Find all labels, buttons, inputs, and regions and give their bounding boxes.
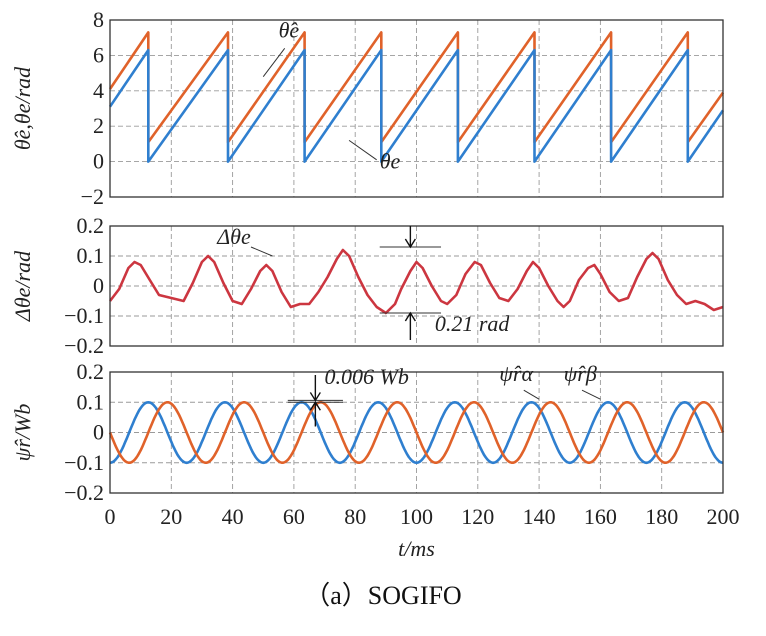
leader-line — [523, 389, 540, 400]
series-group — [108, 31, 725, 163]
y-axis-label-error: Δθe/rad — [10, 250, 35, 322]
arrow-down — [404, 226, 416, 249]
y-tick-label: 6 — [93, 42, 104, 67]
grid — [110, 226, 723, 346]
figure-caption: （a）SOGIFO — [304, 581, 461, 610]
series-line — [108, 401, 725, 464]
x-tick-label: 140 — [523, 504, 556, 529]
y-tick-label: −0.1 — [64, 303, 104, 328]
panel-error: 0.2 0.1 0 −0.1 −0.2 Δθe/rad Δθe 0.21 rad — [10, 213, 724, 358]
x-tick-label: 40 — [222, 504, 244, 529]
plot-frame — [109, 371, 724, 494]
y-tick-label: −0.2 — [64, 333, 104, 358]
x-tick-label: 100 — [400, 504, 433, 529]
series-line — [108, 31, 725, 144]
leader-line — [250, 246, 273, 257]
y-tick-label: 2 — [93, 113, 104, 138]
annotation-psi-beta: ψ̂rβ — [564, 361, 597, 386]
plot-frame — [109, 19, 724, 198]
x-tick-labels: 0 20 40 60 80 100 120 140 160 180 200 — [105, 504, 740, 529]
leader-line — [348, 139, 377, 161]
arrow-down — [309, 375, 321, 402]
y-tick-labels: 0.2 0.1 0 −0.1 −0.2 — [64, 213, 104, 358]
annotation-theta-hat: θ̂e — [279, 18, 300, 43]
series-line — [108, 248, 724, 315]
arrow-up — [404, 311, 416, 340]
series-group — [108, 401, 725, 465]
x-tick-label: 80 — [344, 504, 366, 529]
y-tick-label: 0.1 — [77, 243, 105, 268]
y-tick-label: 0 — [93, 420, 104, 445]
x-tick-label: 20 — [160, 504, 182, 529]
annotation-flux-ripple: 0.006 Wb — [325, 364, 409, 389]
y-tick-label: 0 — [93, 273, 104, 298]
annotation-theta: θe — [380, 149, 401, 174]
annotation-psi-alpha: ψ̂rα — [499, 361, 533, 386]
panel-flux: 0.2 0.1 0 −0.1 −0.2 ψ̂r/Wb 0.006 Wb ψ̂rα ψ̂r… — [10, 359, 725, 505]
y-axis-label-angle: θ̂e,θe/rad — [10, 66, 35, 150]
y-tick-label: −2 — [81, 184, 104, 209]
x-tick-label: 60 — [283, 504, 305, 529]
x-axis-label: t/ms — [398, 536, 435, 561]
x-tick-label: 180 — [645, 504, 678, 529]
y-tick-label: 0 — [93, 149, 104, 174]
y-tick-labels: 8 6 4 2 0 −2 — [81, 7, 104, 209]
x-tick-label: 120 — [461, 504, 494, 529]
y-tick-label: −0.2 — [64, 480, 104, 505]
leader-line — [262, 48, 286, 77]
annotation-error-range: 0.21 rad — [435, 311, 511, 336]
y-tick-labels: 0.2 0.1 0 −0.1 −0.2 — [64, 359, 104, 505]
y-tick-label: 0.2 — [77, 213, 105, 238]
panel-angle: 8 6 4 2 0 −2 θ̂e,θe/rad θ̂e θe — [10, 7, 725, 209]
y-tick-label: 0.1 — [77, 389, 105, 414]
annotation-delta-theta: Δθe — [216, 224, 251, 249]
x-tick-label: 200 — [707, 504, 740, 529]
x-tick-label: 0 — [105, 504, 116, 529]
y-tick-label: 4 — [93, 78, 104, 103]
leader-line — [581, 389, 601, 400]
plot-frame — [109, 225, 724, 347]
series-line — [108, 48, 725, 163]
y-tick-label: 8 — [93, 7, 104, 32]
y-tick-label: −0.1 — [64, 450, 104, 475]
arrow-up — [309, 400, 321, 427]
series-line — [109, 401, 724, 465]
series-group — [108, 248, 724, 315]
x-tick-label: 160 — [584, 504, 617, 529]
y-tick-label: 0.2 — [77, 359, 105, 384]
y-axis-label-flux: ψ̂r/Wb — [10, 404, 35, 462]
